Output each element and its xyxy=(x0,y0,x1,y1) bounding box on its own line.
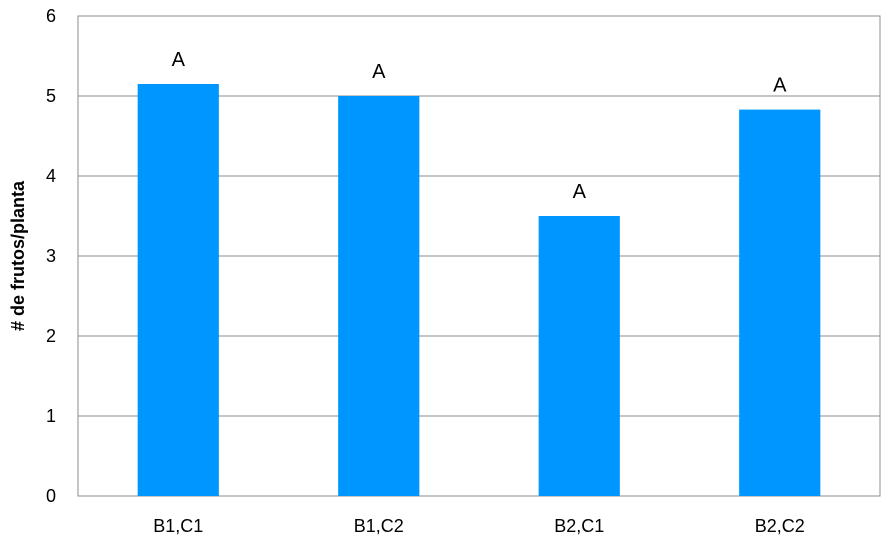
bar-annotation: A xyxy=(372,61,386,83)
bar xyxy=(739,109,821,496)
y-tick-label: 5 xyxy=(46,86,56,106)
y-tick-label: 4 xyxy=(46,166,56,186)
x-tick-labels: B1,C1 B1,C2 B2,C1 B2,C2 xyxy=(153,516,805,536)
x-tick-label: B2,C2 xyxy=(755,516,805,536)
y-tick-labels: 0 1 2 3 4 5 6 xyxy=(46,6,56,506)
x-tick-label: B1,C1 xyxy=(153,516,203,536)
x-tick-label: B2,C1 xyxy=(554,516,604,536)
y-tick-label: 3 xyxy=(46,246,56,266)
bar-annotation: A xyxy=(172,49,186,71)
bars xyxy=(137,84,821,496)
y-tick-label: 0 xyxy=(46,486,56,506)
y-tick-label: 1 xyxy=(46,406,56,426)
bar-annotation: A xyxy=(573,181,587,203)
y-tick-label: 6 xyxy=(46,6,56,26)
bar xyxy=(137,84,219,496)
bar xyxy=(538,216,620,496)
bar xyxy=(338,96,420,496)
bar-annotation: A xyxy=(773,75,787,97)
y-axis-label: # de frutos/planta xyxy=(8,180,28,331)
y-tick-label: 2 xyxy=(46,326,56,346)
x-tick-label: B1,C2 xyxy=(354,516,404,536)
plot-area-border xyxy=(77,15,881,497)
bar-annotations: A A A A xyxy=(172,49,788,203)
